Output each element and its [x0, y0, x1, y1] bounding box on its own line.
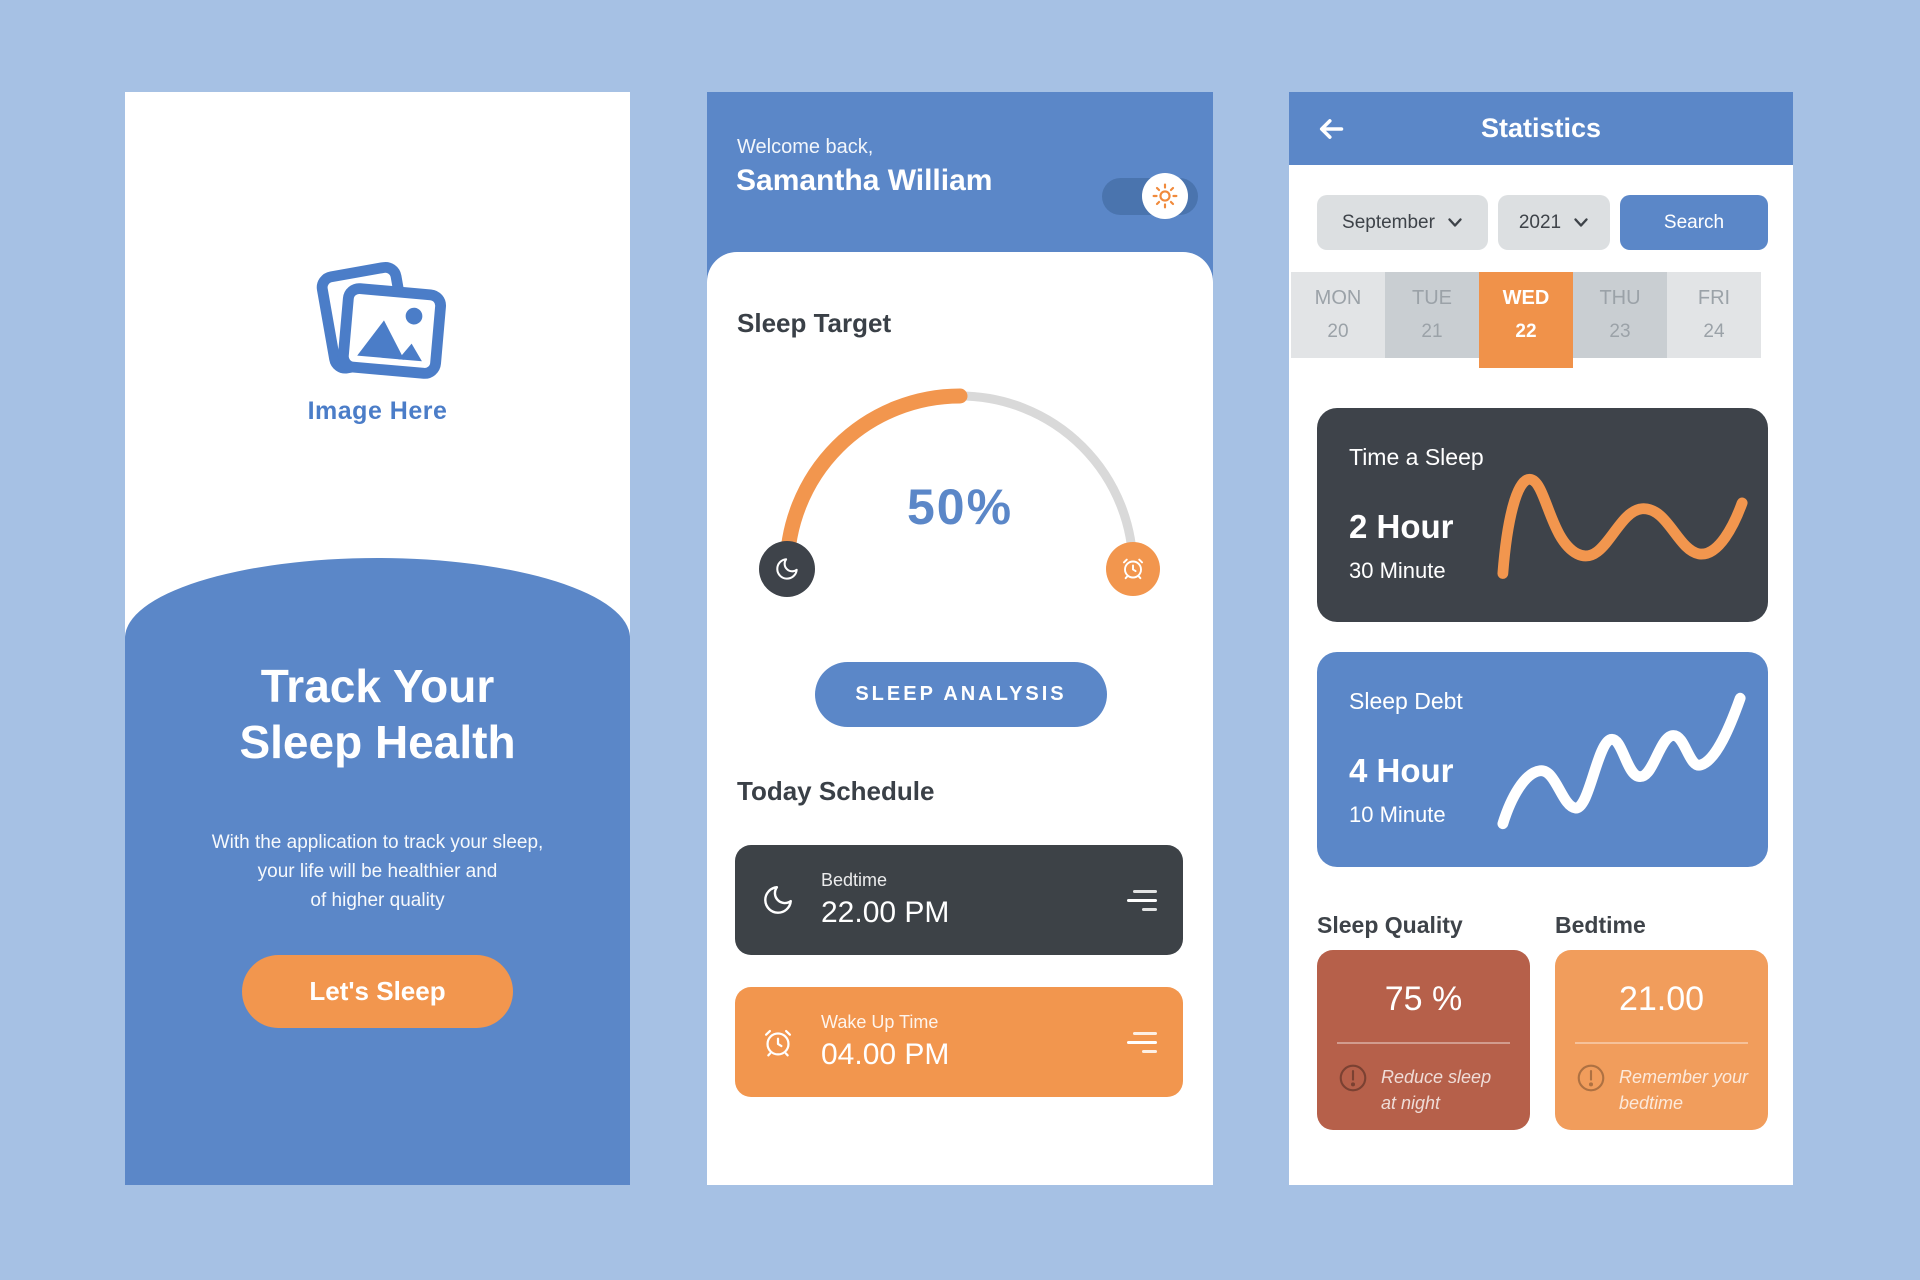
alarm-icon	[764, 1029, 792, 1057]
sleep-debt-label: Sleep Debt	[1349, 688, 1463, 714]
sleep-quality-card: 75 % Reduce sleep at night	[1317, 950, 1530, 1130]
divider	[1337, 1042, 1510, 1044]
back-button[interactable]	[1317, 115, 1345, 148]
theme-toggle[interactable]	[1102, 173, 1198, 219]
greeting-text: Welcome back,	[737, 136, 874, 158]
day-cell-mon[interactable]: MON 20	[1291, 272, 1385, 358]
sun-icon	[1152, 183, 1178, 209]
day-cell-tue[interactable]: TUE 21	[1385, 272, 1479, 358]
wakeup-menu-icon[interactable]	[1127, 1031, 1157, 1053]
onboarding-description: With the application to track your sleep…	[211, 832, 544, 911]
sleep-analysis-button[interactable]: SLEEP ANALYSIS	[815, 662, 1107, 727]
moon-icon	[764, 886, 792, 914]
time-asleep-label: Time a Sleep	[1349, 444, 1484, 470]
home-header: Welcome back, Samantha William	[707, 92, 1213, 252]
bedtime-schedule-card[interactable]: Bedtime 22.00 PM	[735, 845, 1183, 955]
bedtime-note: Remember your bedtime	[1619, 1067, 1749, 1113]
bedtime-menu-icon[interactable]	[1127, 889, 1157, 911]
chevron-down-icon	[1574, 217, 1588, 227]
sleep-target-gauge	[750, 364, 1170, 614]
day-cell-wed-selected[interactable]: WED 22	[1479, 272, 1573, 368]
home-content-card: Sleep Target	[707, 252, 1213, 1185]
month-dropdown[interactable]: September	[1317, 195, 1488, 250]
time-asleep-card: Time a Sleep 2 Hour 30 Minute	[1317, 408, 1768, 622]
moon-icon	[776, 558, 798, 580]
back-arrow-icon	[1319, 119, 1344, 139]
sleep-debt-minutes: 10 Minute	[1349, 802, 1446, 827]
warning-icon	[1577, 1064, 1605, 1092]
lets-sleep-button[interactable]: Let's Sleep	[242, 955, 513, 1028]
bedtime-time: 22.00 PM	[821, 896, 950, 929]
sleep-debt-wave	[1497, 692, 1746, 830]
onboarding-hero: Track Your Sleep Health With the applica…	[125, 558, 630, 1185]
sleep-time-wave	[1497, 473, 1748, 579]
month-dropdown-value: September	[1342, 211, 1435, 233]
bedtime-label: Bedtime	[821, 870, 888, 890]
day-cell-thu[interactable]: THU 23	[1573, 272, 1667, 358]
wakeup-schedule-card[interactable]: Wake Up Time 04.00 PM	[735, 987, 1183, 1097]
year-dropdown-value: 2021	[1518, 211, 1562, 233]
sleep-target-progress: 50%	[906, 479, 1014, 535]
statistics-title: Statistics	[1480, 113, 1602, 143]
home-screen: Welcome back, Samantha William	[707, 92, 1213, 1185]
bedtime-heading: Bedtime	[1555, 912, 1646, 938]
time-asleep-minutes: 30 Minute	[1349, 558, 1446, 583]
divider	[1575, 1042, 1748, 1044]
search-button[interactable]: Search	[1620, 195, 1768, 250]
onboarding-title: Track Your Sleep Health	[239, 660, 516, 768]
day-selector: MON 20 TUE 21 WED 22 THU 23 FRI 24	[1291, 272, 1761, 368]
sleep-debt-hours: 4 Hour	[1349, 752, 1454, 789]
wakeup-time: 04.00 PM	[821, 1038, 950, 1071]
year-dropdown[interactable]: 2021	[1498, 195, 1610, 250]
bedtime-card: 21.00 Remember your bedtime	[1555, 950, 1768, 1130]
alarm-icon	[1122, 558, 1144, 580]
sleep-quality-value: 75 %	[1384, 980, 1463, 1018]
sleep-quality-heading: Sleep Quality	[1317, 912, 1463, 938]
chevron-down-icon	[1448, 217, 1462, 227]
bedtime-value: 21.00	[1618, 980, 1705, 1018]
toggle-knob[interactable]	[1142, 173, 1188, 219]
sleep-target-heading: Sleep Target	[737, 308, 892, 338]
day-cell-fri[interactable]: FRI 24	[1667, 272, 1761, 358]
wakeup-label: Wake Up Time	[821, 1012, 939, 1032]
sleep-debt-card: Sleep Debt 4 Hour 10 Minute	[1317, 652, 1768, 867]
time-asleep-hours: 2 Hour	[1349, 508, 1454, 545]
today-schedule-heading: Today Schedule	[737, 776, 935, 806]
username-text: Samantha William	[736, 164, 993, 197]
sleep-quality-note: Reduce sleep at night	[1381, 1067, 1492, 1113]
statistics-header: Statistics	[1289, 92, 1793, 165]
warning-icon	[1339, 1064, 1367, 1092]
image-placeholder-label: Image Here	[307, 397, 448, 425]
statistics-screen: Statistics September 2021 Search MON 20 …	[1289, 92, 1793, 1185]
image-placeholder: Image Here	[125, 260, 630, 426]
onboarding-screen: Image Here Track Your Sleep Health With …	[125, 92, 630, 1185]
photos-icon	[316, 261, 446, 379]
